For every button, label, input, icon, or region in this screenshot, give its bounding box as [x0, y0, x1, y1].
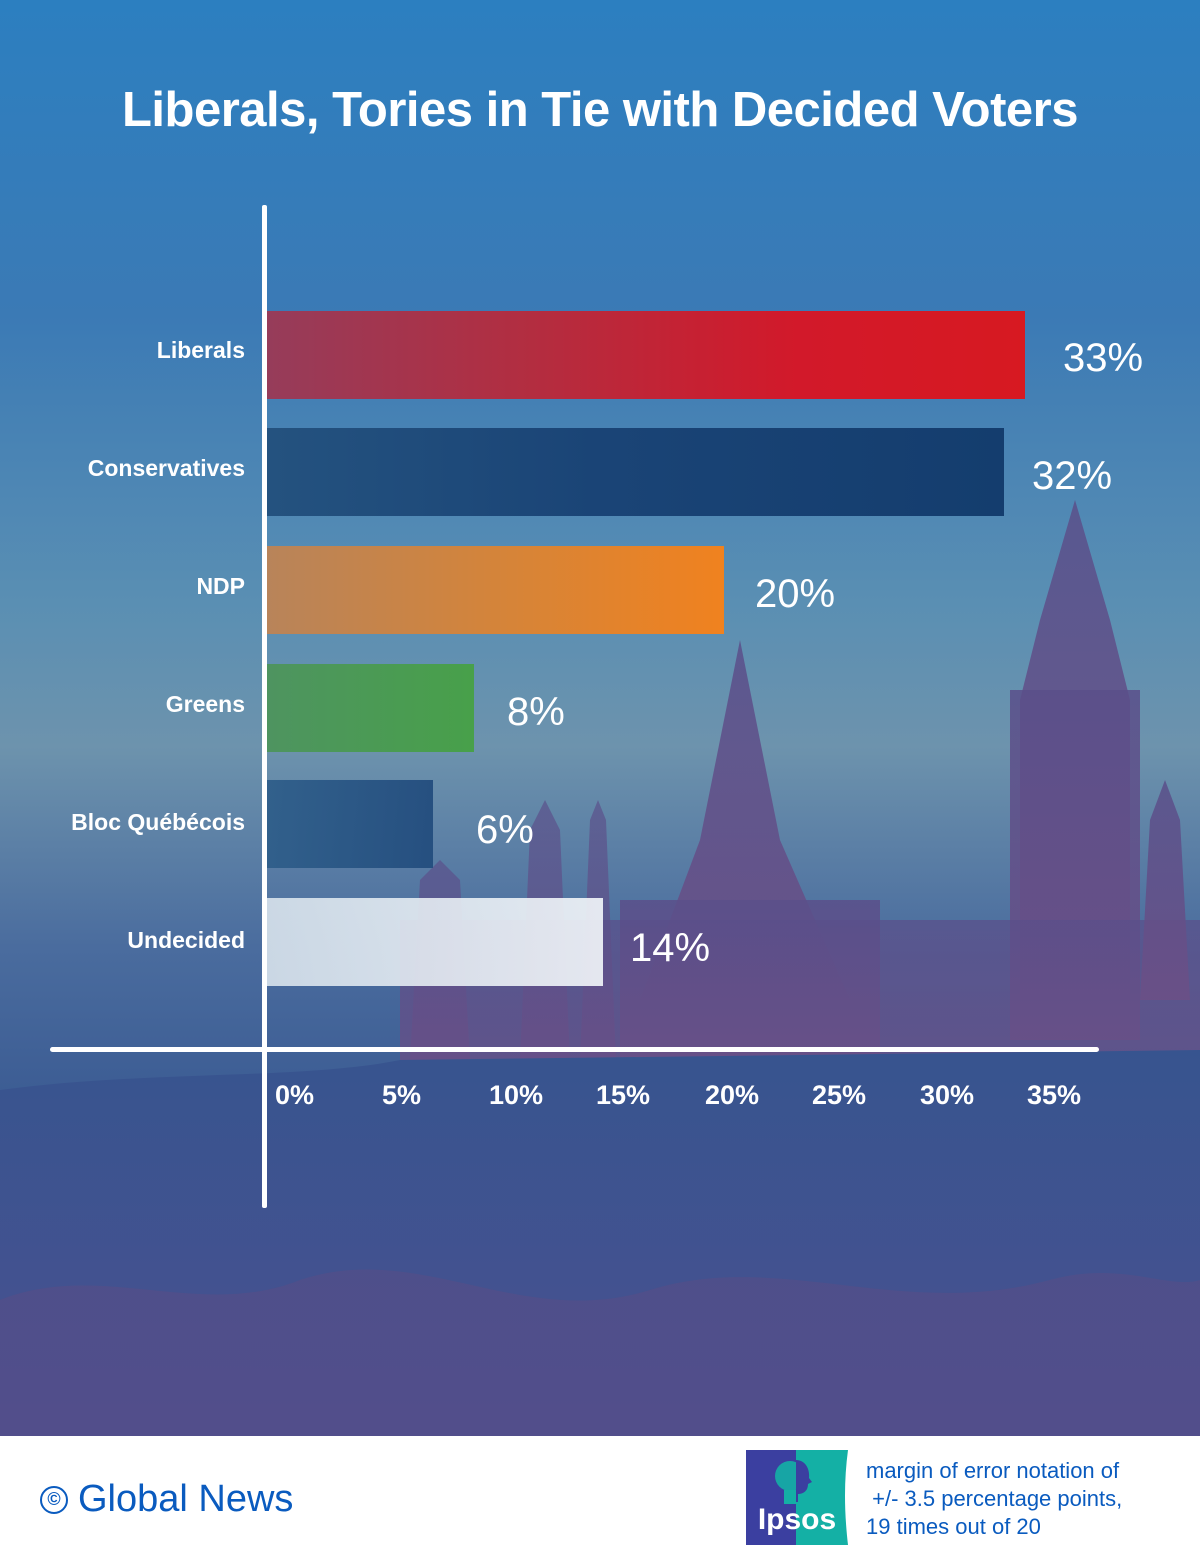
value-label-liberals: 33% [1063, 336, 1144, 380]
x-tick-20: 20% [705, 1080, 760, 1110]
category-label-bloc: Bloc Québécois [71, 809, 245, 835]
category-label-greens: Greens [165, 691, 245, 717]
category-label-ndp: NDP [196, 573, 245, 599]
parliament-silhouette-image [0, 500, 1200, 1436]
bar-liberals [267, 311, 1025, 399]
ipsos-logo-text: Ipsos [757, 1503, 837, 1536]
margin-of-error-note: margin of error notation of +/- 3.5 perc… [866, 1457, 1122, 1541]
chart-background [0, 0, 1200, 1436]
footer [0, 1436, 1200, 1556]
x-tick-0: 0% [275, 1080, 315, 1110]
bar-bloc [267, 780, 433, 868]
x-tick-35: 35% [1027, 1080, 1082, 1110]
moe-line-1: margin of error notation of [866, 1458, 1120, 1483]
global-news-credit: © Global News [40, 1478, 293, 1521]
x-tick-15: 15% [596, 1080, 651, 1110]
x-tick-25: 25% [812, 1080, 867, 1110]
category-label-undecided: Undecided [127, 927, 245, 953]
bar-undecided [267, 898, 603, 986]
x-tick-10: 10% [489, 1080, 544, 1110]
brand-name: Global News [78, 1478, 294, 1520]
value-label-greens: 8% [507, 690, 565, 734]
x-axis-line [50, 1047, 1099, 1052]
category-label-liberals: Liberals [156, 337, 245, 363]
category-label-conservatives: Conservatives [87, 455, 245, 481]
bar-conservatives [267, 428, 1004, 516]
x-tick-5: 5% [382, 1080, 422, 1110]
x-tick-30: 30% [920, 1080, 975, 1110]
y-axis-line [262, 205, 267, 1208]
chart-title: Liberals, Tories in Tie with Decided Vot… [121, 83, 1079, 137]
value-label-undecided: 14% [630, 926, 711, 970]
value-label-ndp: 20% [755, 572, 836, 616]
ipsos-logo: Ipsos [746, 1450, 848, 1545]
moe-line-3: 19 times out of 20 [866, 1514, 1041, 1539]
copyright-icon: © [40, 1485, 68, 1514]
value-label-bloc: 6% [476, 808, 534, 852]
value-label-conservatives: 32% [1032, 454, 1113, 498]
bar-ndp [267, 546, 724, 634]
ipsos-logo-icon [746, 1450, 848, 1545]
bar-greens [267, 664, 474, 752]
moe-line-2: +/- 3.5 percentage points, [866, 1486, 1123, 1511]
